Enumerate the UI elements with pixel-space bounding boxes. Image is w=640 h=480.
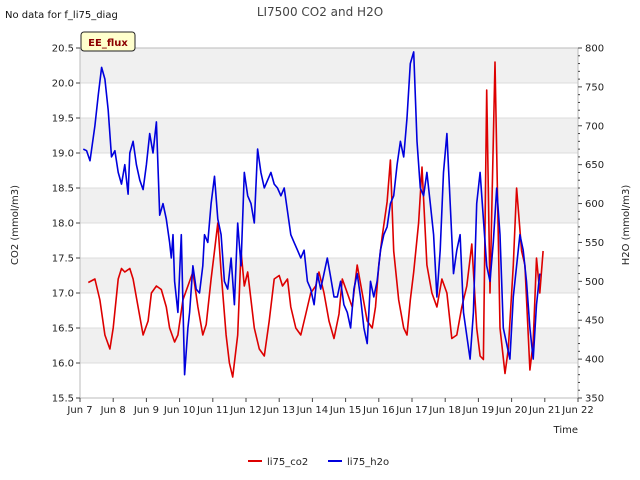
y2-tick-label: 450 [585, 316, 604, 327]
y-tick-label: 16.5 [52, 324, 74, 335]
x-tick-label: Jun 16 [362, 405, 395, 416]
y2-tick-label: 800 [585, 44, 604, 55]
series-layer [82, 51, 544, 378]
y2-tick-label: 600 [585, 199, 604, 210]
x-tick-label: Jun 7 [66, 405, 92, 416]
y-tick-label: 17.5 [52, 254, 74, 265]
legend-label-h2o: li75_h2o [347, 457, 389, 468]
x-axis-label: Time [553, 425, 578, 436]
x-tick-label: Jun 12 [229, 405, 262, 416]
x-tick-label: Jun 14 [296, 405, 329, 416]
x-tick-label: Jun 19 [462, 405, 495, 416]
y-tick-label: 20.5 [52, 44, 74, 55]
x-tick-label: Jun 13 [262, 405, 295, 416]
badge-box [80, 31, 136, 52]
y2-tick-label: 350 [585, 394, 604, 405]
series-line-li75_co2 [87, 61, 544, 378]
x-tick-label: Jun 8 [100, 405, 126, 416]
x-tick-label: Jun 22 [561, 405, 594, 416]
legend-label-co2: li75_co2 [267, 457, 308, 468]
grid-band [80, 118, 578, 153]
axes-layer: Jun 7 Jun 8 Jun 9 Jun 10 Jun 11 Jun 12 Jun 13 J… [52, 44, 604, 417]
y-tick-label: 19.5 [52, 114, 74, 125]
x-tick-label: Jun 17 [395, 405, 428, 416]
y2-tick-label: 500 [585, 277, 604, 288]
y2-tick-label: 550 [585, 238, 604, 249]
no-data-annotation: No data for f_li75_diag [5, 10, 118, 21]
y-tick-label: 20.0 [52, 79, 74, 90]
y-tick-label: 16.0 [52, 359, 74, 370]
x-tick-label: Jun 21 [528, 405, 561, 416]
y2-tick-label: 400 [585, 355, 604, 366]
y-axis-label: CO2 (mmol/m3) [10, 185, 21, 265]
x-tick-label: Jun 9 [133, 405, 159, 416]
grid-band [80, 188, 578, 223]
x-tick-label: Jun 15 [329, 405, 362, 416]
y2-axis-label: H2O (mmol/m3) [621, 185, 632, 266]
y-tick-label: 17.0 [52, 289, 74, 300]
legend: li75_co2 li75_h2o [248, 457, 389, 468]
x-tick-label: Jun 10 [163, 405, 196, 416]
y2-tick-label: 700 [585, 121, 604, 132]
y2-tick-label: 650 [585, 160, 604, 171]
badge-label: EE_flux [88, 38, 128, 49]
x-tick-label: Jun 18 [428, 405, 461, 416]
y-tick-label: 19.0 [52, 149, 74, 160]
y2-tick-label: 750 [585, 82, 604, 93]
grid-band [80, 48, 578, 83]
ee-flux-badge: EE_flux [80, 31, 136, 52]
x-tick-label: Jun 20 [495, 405, 528, 416]
grid-band [80, 328, 578, 363]
series-line-li75_h2o [82, 51, 541, 376]
x-tick-label: Jun 11 [196, 405, 229, 416]
y-tick-label: 18.5 [52, 184, 74, 195]
y-tick-label: 15.5 [52, 394, 74, 405]
y-tick-label: 18.0 [52, 219, 74, 230]
chart-title: LI7500 CO2 and H2O [257, 5, 383, 19]
